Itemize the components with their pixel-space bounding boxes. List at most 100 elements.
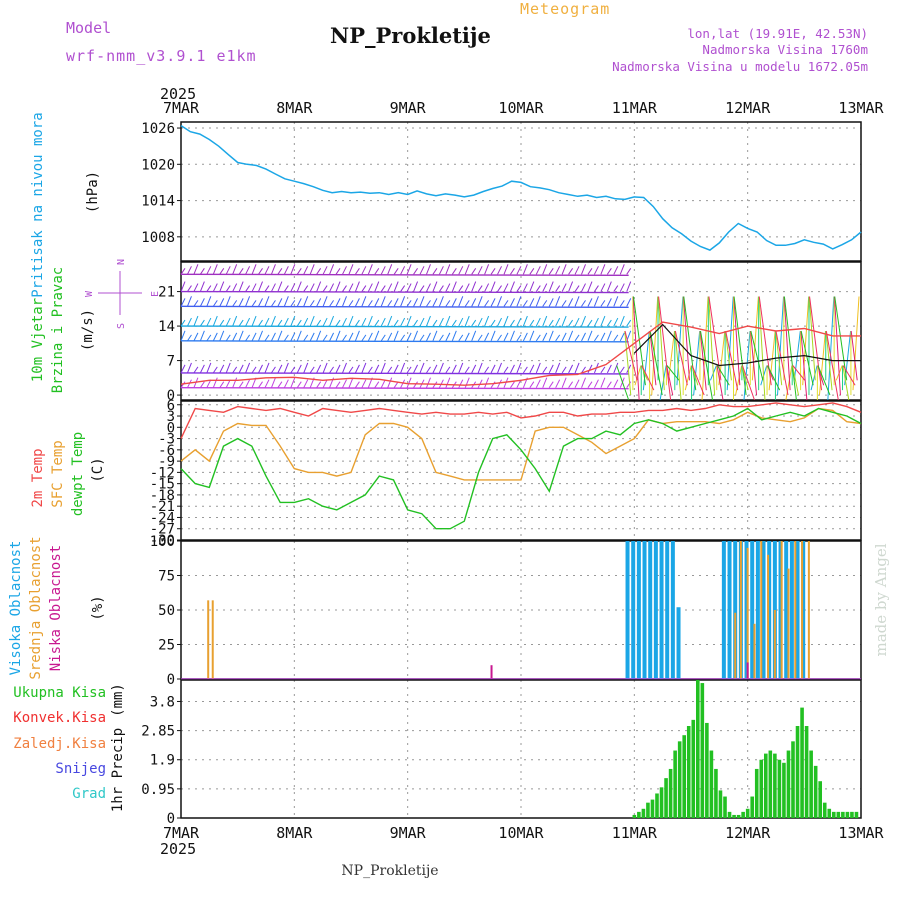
time-label-top: 10MAR: [498, 99, 544, 117]
wind-barb: [548, 268, 554, 275]
temp-unit: (C): [90, 457, 106, 482]
wind-barb: [206, 317, 212, 327]
precip-bar: [709, 750, 714, 818]
wind-barb: [206, 266, 212, 275]
wind-barb: [212, 377, 218, 388]
y-tick-label: 2.85: [141, 724, 175, 740]
watermark: made by Angel: [872, 543, 890, 656]
wind-barb: [225, 296, 231, 307]
wind-barb: [490, 298, 496, 307]
wind-row-line: [180, 340, 629, 343]
wind-barb: [335, 281, 341, 292]
wind-barb: [693, 330, 701, 396]
cloud-bar: [739, 541, 742, 679]
wind-barb: [808, 296, 816, 381]
cloud-bar: [636, 541, 641, 679]
time-label-bottom: 9MAR: [390, 824, 427, 842]
wind-barb: [374, 381, 380, 388]
wind-barb: [581, 264, 586, 275]
wind-barb: [471, 364, 477, 374]
y-tick-label: 14: [158, 319, 175, 335]
wind-barb: [471, 281, 477, 292]
wind-barb: [206, 334, 212, 342]
wind-barb: [400, 317, 406, 327]
wind-barb: [270, 283, 276, 292]
wind-barb: [303, 266, 309, 275]
wind-barb: [451, 268, 457, 275]
compass-n: N: [116, 259, 127, 265]
wind-barb: [802, 296, 810, 386]
elevation-text: Nadmorska Visina 1760m: [702, 42, 868, 57]
precip-bar: [773, 753, 777, 818]
wind-barb: [600, 264, 606, 275]
wind-barb: [619, 300, 625, 307]
wind-barb: [726, 296, 734, 391]
wind-barb: [335, 319, 341, 327]
wind-row-line: [180, 325, 629, 328]
wind-barb: [535, 334, 541, 342]
wind-barb: [490, 330, 496, 342]
wind-barb: [180, 281, 186, 292]
wind-barb: [238, 364, 244, 374]
wind-barb: [413, 281, 419, 292]
wind-barb: [451, 281, 457, 292]
wind-barb: [464, 283, 470, 292]
wind-barb: [264, 362, 270, 374]
wind-row-line: [180, 290, 629, 294]
wind-barb: [264, 266, 270, 275]
cloud-bar: [778, 541, 783, 679]
top-time-axis: 7MAR 8MAR 9MAR 10MAR 11MAR 12MAR 13MAR: [163, 99, 885, 117]
cloud-bar: [801, 541, 804, 679]
wind-barb: [458, 296, 464, 307]
wind-barb: [316, 268, 322, 275]
wind-barb: [316, 319, 322, 327]
wind-barb: [193, 366, 199, 374]
wind-barb: [393, 281, 399, 292]
wind-barb: [296, 281, 302, 292]
wind-barb: [438, 334, 444, 342]
wind-barb: [438, 379, 444, 388]
wind-barb: [529, 381, 535, 388]
temperature-panel: 630-3-6-9-12-15-18-21-24-27-30: [150, 398, 862, 549]
precip-bar: [854, 811, 859, 818]
wind-barb: [691, 365, 705, 396]
wind-barb: [238, 281, 244, 292]
wind-barb: [438, 317, 444, 327]
wind-barb: [426, 264, 431, 275]
wind-barb: [354, 281, 360, 292]
wind-barb: [587, 319, 593, 327]
wind-barb: [497, 285, 502, 292]
wind-barb: [426, 366, 431, 374]
wind-barb: [600, 332, 606, 342]
y-tick-label: 3: [167, 409, 175, 425]
cloud-bar: [795, 541, 800, 679]
wind-barb: [529, 268, 535, 275]
wind-barb: [309, 300, 315, 307]
wind-barb: [335, 268, 341, 275]
wind-barb: [212, 315, 218, 327]
wind-barb: [180, 381, 186, 388]
wind-barb: [708, 296, 716, 396]
wind-barb: [613, 266, 619, 275]
precip-bar: [668, 768, 673, 818]
precip-bar: [673, 750, 677, 818]
wind-barb: [232, 366, 238, 374]
wind-barb: [445, 332, 451, 342]
wind-barb: [674, 330, 682, 401]
wind-barb: [542, 264, 548, 275]
wind-barb: [367, 264, 373, 275]
wind-barb: [464, 300, 470, 307]
wind-barb: [342, 334, 347, 342]
wind-barb: [193, 332, 199, 342]
wind-barb: [613, 362, 619, 374]
precip-bar: [809, 750, 813, 818]
wind-barb: [374, 298, 380, 307]
wind-barb: [542, 315, 548, 327]
wind-barb: [329, 315, 335, 327]
wind-barb: [393, 364, 399, 374]
wind-barb: [535, 296, 541, 307]
wind-barb: [509, 281, 515, 292]
wind-barb: [733, 296, 747, 396]
wind-barb: [750, 330, 764, 381]
